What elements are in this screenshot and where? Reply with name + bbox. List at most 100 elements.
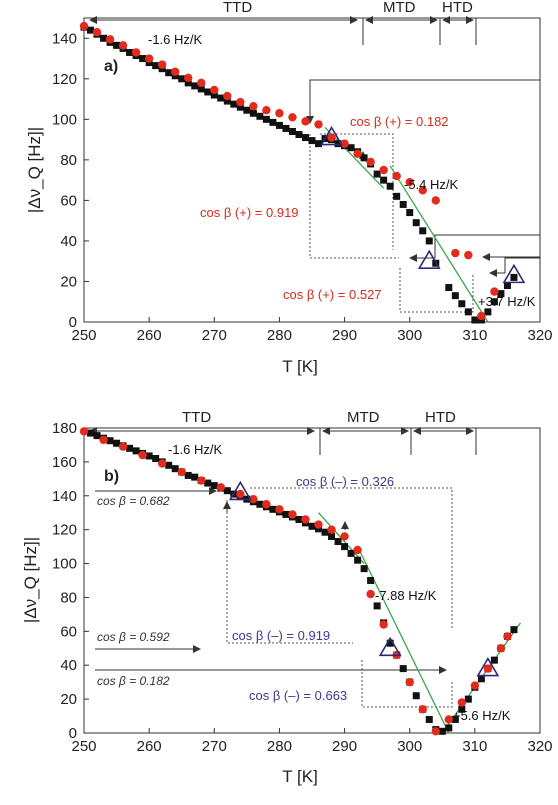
data-point-circle	[79, 427, 89, 436]
panel-b-y-tick-label: 40	[60, 657, 77, 674]
data-point-square	[269, 118, 277, 126]
panel-b-y-tick-label: 60	[60, 623, 77, 640]
data-point-square	[132, 447, 140, 455]
data-point-circle	[177, 467, 186, 477]
data-point-circle	[236, 489, 245, 499]
data-point-square	[236, 103, 244, 111]
panel-a-y-tick-label: 40	[60, 233, 77, 250]
data-point-square	[275, 121, 283, 129]
data-point-square	[445, 284, 453, 292]
data-point-triangle	[502, 263, 526, 284]
data-point-circle	[249, 101, 258, 111]
panel-b-region-mtd: MTD	[347, 409, 380, 426]
data-point-square	[334, 538, 342, 546]
panel-a: 250 260 270 280 290 300 310 320 0 20 40 60 80 100 120 1…	[25, 0, 553, 376]
panel-b-guides	[89, 427, 477, 708]
data-point-square	[87, 26, 95, 34]
data-point-circle	[301, 117, 310, 126]
data-point-square	[464, 308, 472, 316]
data-point-square	[191, 473, 199, 481]
panel-b-fit-lines	[318, 512, 521, 734]
data-point-square	[341, 543, 349, 551]
data-point-circle	[105, 35, 115, 44]
data-point-circle	[99, 435, 108, 445]
data-point-square	[451, 715, 459, 723]
data-point-square	[204, 479, 212, 487]
data-point-square	[295, 516, 303, 523]
data-point-square	[315, 140, 323, 148]
data-point-circle	[496, 644, 506, 653]
data-point-circle	[275, 505, 284, 514]
panel-b-y-tick-label: 80	[60, 589, 77, 606]
data-point-triangle	[320, 125, 343, 146]
data-point-triangle	[228, 480, 252, 501]
data-point-circle	[379, 165, 388, 175]
fit-line	[389, 165, 489, 323]
data-point-square	[399, 200, 407, 208]
panel-b-annotation-2: cos β (–) = 0.919	[232, 628, 330, 643]
data-point-square	[406, 209, 414, 217]
data-point-square	[197, 85, 205, 93]
data-point-circle	[353, 149, 362, 158]
fit-line	[357, 546, 450, 734]
panel-a-slope-1: -1.6 Hz/K	[148, 32, 203, 47]
data-point-square	[152, 62, 160, 70]
data-point-circle	[301, 515, 310, 524]
panel-b-x-tick-label: 310	[462, 738, 487, 755]
data-point-circle	[131, 48, 141, 57]
panel-a-y-tick-label: 0	[69, 314, 77, 331]
data-point-square	[386, 182, 394, 190]
data-point-square	[484, 308, 492, 316]
data-point-square	[210, 482, 218, 490]
panel-a-label: a)	[104, 58, 118, 75]
data-point-square	[100, 34, 108, 42]
data-point-square	[93, 432, 101, 440]
data-point-circle	[431, 727, 440, 736]
data-point-square	[419, 227, 427, 235]
data-point-circle	[483, 664, 493, 673]
data-point-square	[145, 452, 153, 460]
panel-b-slope-2: -7.88 Hz/K	[375, 588, 437, 603]
data-point-square	[178, 75, 186, 83]
data-point-square	[497, 290, 505, 298]
data-point-circle	[79, 21, 89, 31]
data-point-circle	[477, 311, 486, 321]
data-point-square	[269, 505, 277, 513]
data-point-square	[347, 144, 355, 152]
data-point-circle	[464, 250, 473, 260]
data-point-square	[308, 137, 316, 145]
panel-b-y-tick-label: 20	[60, 691, 77, 708]
data-point-square	[321, 528, 329, 536]
panel-b-y-tick-label: 180	[52, 420, 77, 437]
panel-b-annotation-3: cos β (–) = 0.663	[249, 688, 347, 703]
panel-b-y-tick-label: 120	[52, 522, 77, 539]
data-point-square	[315, 525, 323, 533]
data-point-square	[301, 134, 309, 142]
data-point-square	[126, 48, 134, 56]
data-point-square	[458, 300, 466, 308]
panel-a-y-tick-label: 60	[60, 192, 77, 209]
data-point-circle	[451, 248, 460, 258]
data-point-circle	[327, 133, 336, 142]
data-point-square	[152, 455, 160, 462]
data-point-circle	[223, 91, 232, 101]
data-point-circle	[197, 476, 206, 485]
panel-a-annotation-2: cos β (+) = 0.919	[200, 205, 299, 220]
data-point-square	[412, 219, 420, 227]
data-point-square	[360, 565, 368, 573]
panel-a-region-ttd: TTD	[223, 0, 252, 16]
panel-a-annotation-3: cos β (+) = 0.527	[283, 287, 382, 302]
panel-b-annotation-1: cos β (–) = 0.326	[296, 474, 394, 489]
data-point-circle	[216, 483, 225, 492]
data-point-square	[373, 602, 381, 610]
data-point-square	[171, 465, 179, 473]
data-point-square	[464, 695, 472, 703]
panel-a-x-tick-label: 310	[462, 327, 487, 344]
panel-b-x-tick-label: 280	[267, 738, 292, 755]
data-point-square	[256, 500, 264, 508]
data-point-square	[425, 715, 433, 723]
data-point-square	[295, 131, 303, 139]
data-point-circle	[157, 459, 167, 468]
data-point-square	[503, 282, 511, 290]
data-point-square	[184, 471, 192, 479]
